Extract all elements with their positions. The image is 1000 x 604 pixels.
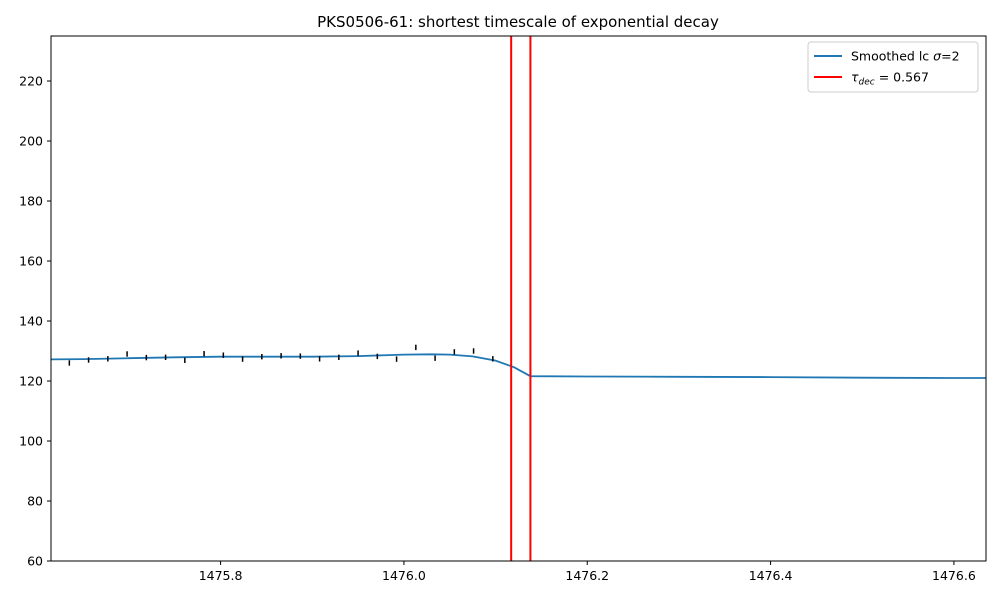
x-tick-label: 1476.0 xyxy=(382,568,426,583)
y-tick-label: 100 xyxy=(19,434,43,449)
y-tick-label: 220 xyxy=(19,74,43,89)
x-tick-label: 1476.2 xyxy=(565,568,609,583)
x-tick-label: 1476.6 xyxy=(932,568,976,583)
plot-area xyxy=(51,36,986,561)
chart-title: PKS0506-61: shortest timescale of expone… xyxy=(317,13,719,31)
legend-label: τdec = 0.567 xyxy=(851,70,929,88)
y-tick-label: 80 xyxy=(27,494,43,509)
legend: Smoothed lc σ=2 τdec = 0.567 xyxy=(807,41,979,93)
y-tick-label: 120 xyxy=(19,374,43,389)
axes: 1475.8 1476.0 1476.2 1476.4 1476.6 60 80 100 120… xyxy=(19,35,987,583)
x-tick-label: 1475.8 xyxy=(199,568,243,583)
smoothed-lc-line xyxy=(51,353,986,379)
x-tick-label: 1476.4 xyxy=(749,568,793,583)
y-tick-label: 140 xyxy=(19,314,43,329)
axes-frame xyxy=(50,35,987,562)
legend-box xyxy=(807,41,979,93)
y-tick-label: 60 xyxy=(27,554,43,569)
y-tick-label: 180 xyxy=(19,194,43,209)
y-tick-label: 200 xyxy=(19,134,43,149)
plot-clipped xyxy=(51,36,986,561)
legend-label: Smoothed lc σ=2 xyxy=(851,49,960,64)
y-tick-label: 160 xyxy=(19,254,43,269)
